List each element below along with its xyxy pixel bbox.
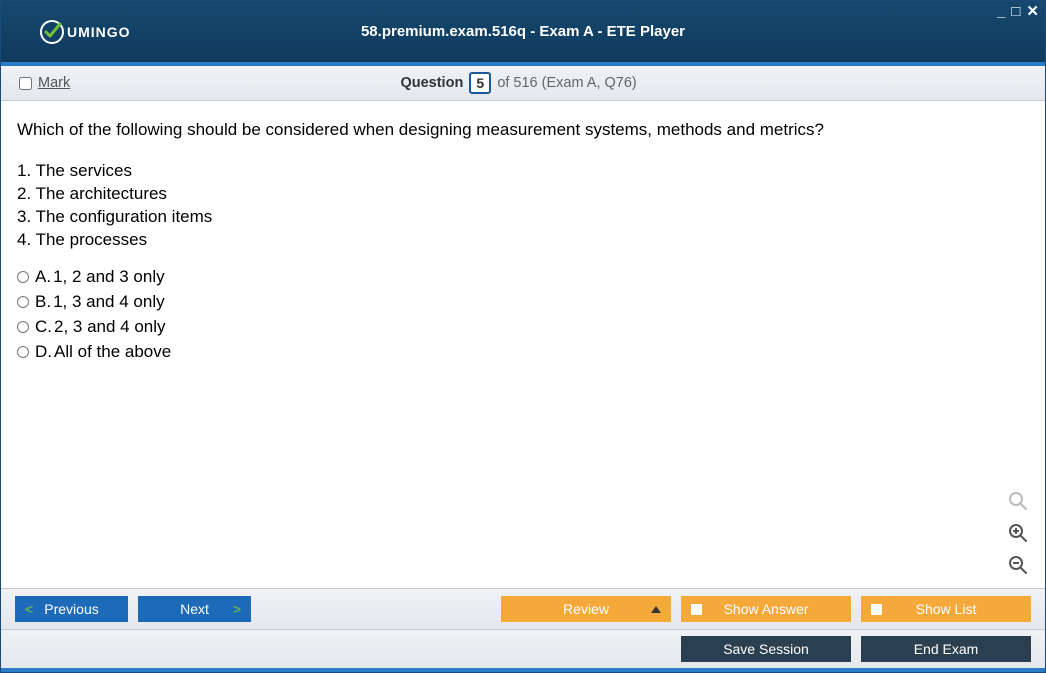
close-icon[interactable]: ✕ bbox=[1026, 5, 1039, 19]
end-exam-label: End Exam bbox=[914, 641, 979, 657]
footer-nav: < Previous Next > Review Show Answer Sho… bbox=[1, 588, 1045, 630]
answer-option: 2, 3 and 4 only bbox=[54, 316, 166, 339]
save-session-label: Save Session bbox=[723, 641, 809, 657]
answer-options: A. 1, 2 and 3 only B. 1, 3 and 4 only C.… bbox=[17, 266, 1025, 364]
list-item: 1. The services bbox=[17, 160, 1025, 183]
mark-label[interactable]: Mark bbox=[38, 75, 70, 91]
zoom-tools bbox=[1005, 488, 1031, 578]
answer-option: 1, 2 and 3 only bbox=[53, 266, 165, 289]
question-word: Question bbox=[400, 75, 463, 91]
answer-letter: A. bbox=[35, 266, 51, 289]
review-label: Review bbox=[563, 601, 609, 617]
question-number[interactable]: 5 bbox=[469, 72, 491, 94]
answer-letter: B. bbox=[35, 291, 51, 314]
checkmark-icon bbox=[39, 19, 65, 45]
question-of: of 516 (Exam A, Q76) bbox=[497, 75, 636, 91]
stop-icon bbox=[691, 604, 702, 615]
answer-option: 1, 3 and 4 only bbox=[53, 291, 165, 314]
end-exam-button[interactable]: End Exam bbox=[861, 636, 1031, 662]
answer-text[interactable]: D. All of the above bbox=[35, 341, 171, 364]
answer-text[interactable]: C. 2, 3 and 4 only bbox=[35, 316, 166, 339]
triangle-up-icon bbox=[651, 606, 661, 613]
answer-row: D. All of the above bbox=[17, 341, 1025, 364]
footer-session: Save Session End Exam bbox=[1, 630, 1045, 672]
title-bar: UMINGO 58.premium.exam.516q - Exam A - E… bbox=[1, 1, 1045, 66]
window-title: 58.premium.exam.516q - Exam A - ETE Play… bbox=[1, 23, 1045, 40]
brand-text: UMINGO bbox=[67, 24, 131, 40]
save-session-button[interactable]: Save Session bbox=[681, 636, 851, 662]
show-answer-label: Show Answer bbox=[724, 601, 809, 617]
answer-radio-d[interactable] bbox=[17, 346, 29, 358]
previous-button[interactable]: < Previous bbox=[15, 596, 128, 622]
answer-letter: C. bbox=[35, 316, 52, 339]
window-controls: _ □ ✕ bbox=[997, 5, 1039, 19]
minimize-icon[interactable]: _ bbox=[997, 5, 1005, 19]
chevron-right-icon: > bbox=[233, 601, 241, 617]
mark-wrap: Mark bbox=[19, 75, 70, 91]
next-label: Next bbox=[180, 601, 209, 617]
search-icon[interactable] bbox=[1005, 488, 1031, 514]
review-button[interactable]: Review bbox=[501, 596, 671, 622]
chevron-left-icon: < bbox=[25, 601, 33, 617]
mark-checkbox[interactable] bbox=[19, 77, 32, 90]
answer-row: B. 1, 3 and 4 only bbox=[17, 291, 1025, 314]
list-item: 2. The architectures bbox=[17, 183, 1025, 206]
show-answer-button[interactable]: Show Answer bbox=[681, 596, 851, 622]
next-button[interactable]: Next > bbox=[138, 596, 251, 622]
answer-text[interactable]: A. 1, 2 and 3 only bbox=[35, 266, 165, 289]
question-header: Mark Question 5 of 516 (Exam A, Q76) bbox=[1, 66, 1045, 101]
answer-row: A. 1, 2 and 3 only bbox=[17, 266, 1025, 289]
answer-option: All of the above bbox=[54, 341, 171, 364]
answer-text[interactable]: B. 1, 3 and 4 only bbox=[35, 291, 165, 314]
show-list-button[interactable]: Show List bbox=[861, 596, 1031, 622]
brand-logo: UMINGO bbox=[39, 19, 131, 45]
maximize-icon[interactable]: □ bbox=[1011, 5, 1020, 19]
zoom-out-icon[interactable] bbox=[1005, 552, 1031, 578]
stop-icon bbox=[871, 604, 882, 615]
answer-radio-a[interactable] bbox=[17, 271, 29, 283]
show-list-label: Show List bbox=[916, 601, 977, 617]
zoom-in-icon[interactable] bbox=[1005, 520, 1031, 546]
answer-radio-b[interactable] bbox=[17, 296, 29, 308]
list-item: 4. The processes bbox=[17, 229, 1025, 252]
question-items: 1. The services 2. The architectures 3. … bbox=[17, 160, 1025, 252]
question-prompt: Which of the following should be conside… bbox=[17, 119, 1025, 142]
question-body: Which of the following should be conside… bbox=[1, 101, 1045, 588]
answer-radio-c[interactable] bbox=[17, 321, 29, 333]
answer-letter: D. bbox=[35, 341, 52, 364]
answer-row: C. 2, 3 and 4 only bbox=[17, 316, 1025, 339]
list-item: 3. The configuration items bbox=[17, 206, 1025, 229]
previous-label: Previous bbox=[44, 601, 98, 617]
question-position: Question 5 of 516 (Exam A, Q76) bbox=[70, 72, 967, 94]
